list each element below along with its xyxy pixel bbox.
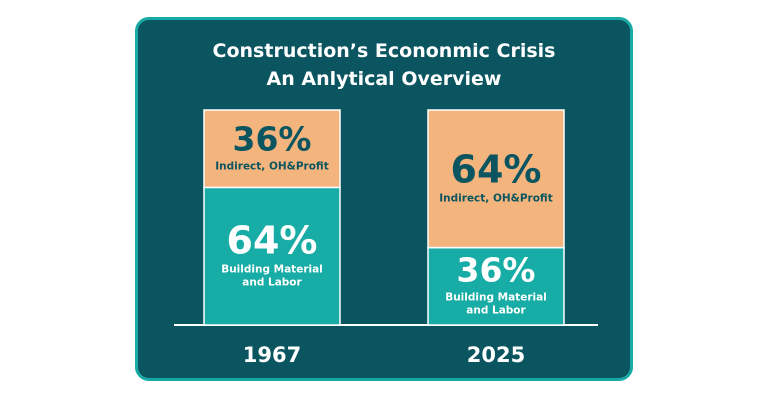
value-label-1967-building-material-and-labor: 64% [227, 218, 318, 262]
series-label-2025-indirect-oh-profit-0: Indirect, OH&Profit [439, 192, 552, 204]
chart-panel: Construction’s Econonmic Crisis An Anlyt… [135, 17, 633, 381]
chart-title: Construction’s Econonmic Crisis [212, 40, 556, 62]
series-label-1967-indirect-oh-profit-0: Indirect, OH&Profit [215, 161, 328, 173]
bar-2025-building-material-and-labor [427, 246, 565, 326]
bar-1967-building-material-and-labor [203, 186, 341, 326]
bar-2025-indirect-oh-profit [427, 109, 565, 249]
series-label-1967-building-material-and-labor-1: and Labor [242, 276, 302, 288]
series-label-2025-building-material-and-labor-1: and Labor [466, 305, 526, 317]
x-tick-label-2025: 2025 [467, 343, 525, 367]
x-tick-label-1967: 1967 [243, 343, 301, 367]
series-label-1967-building-material-and-labor-0: Building Material [221, 263, 323, 275]
series-label-2025-building-material-and-labor-0: Building Material [445, 292, 547, 304]
chart-subtitle: An Anlytical Overview [266, 68, 502, 90]
value-label-1967-indirect-oh-profit: 36% [233, 120, 312, 159]
bar-1967-indirect-oh-profit [203, 109, 341, 189]
value-label-2025-indirect-oh-profit: 64% [451, 147, 542, 191]
value-label-2025-building-material-and-labor: 36% [457, 251, 536, 290]
